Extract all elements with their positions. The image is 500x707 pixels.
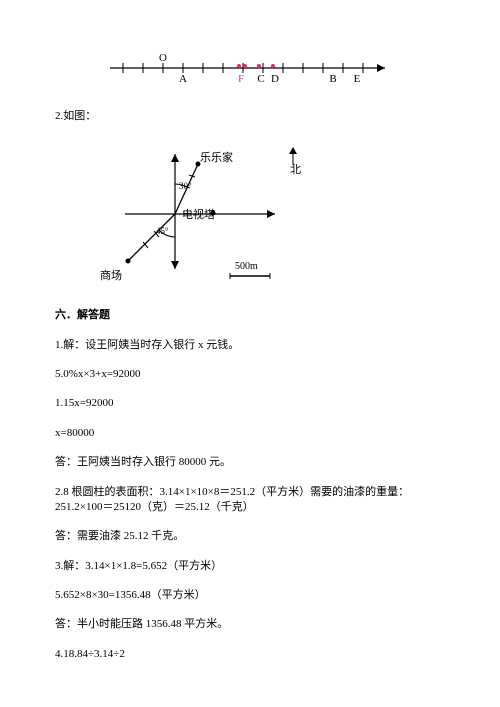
- answer-line: 答：王阿姨当时存入银行 80000 元。: [55, 455, 445, 470]
- diagram2-svg: 北 30° 45° 乐乐家电视塔商场 500m: [80, 139, 320, 289]
- answer-line: 4.18.84÷3.14÷2: [55, 647, 445, 662]
- answer-line: 2.8 根圆柱的表面积：3.14×1×10×8＝251.2（平方米）需要的油漆的…: [55, 485, 445, 516]
- answer-line: 1.15x=92000: [55, 396, 445, 411]
- answer-line: x=80000: [55, 426, 445, 441]
- answer-line: 5.652×8×30=1356.48（平方米）: [55, 588, 445, 603]
- svg-text:500m: 500m: [235, 261, 258, 272]
- answer-line: 答：半小时能压路 1356.48 平方米。: [55, 617, 445, 632]
- svg-text:乐乐家: 乐乐家: [200, 150, 233, 164]
- answer-line: 1.解：设王阿姨当时存入银行 x 元钱。: [55, 338, 445, 353]
- svg-text:A: A: [179, 73, 187, 85]
- svg-text:E: E: [354, 73, 361, 85]
- svg-text:电视塔: 电视塔: [182, 207, 215, 221]
- answer-lines: 1.解：设王阿姨当时存入银行 x 元钱。 5.0%x×3+x=92000 1.15x…: [55, 338, 445, 663]
- svg-text:C: C: [257, 73, 264, 85]
- svg-text:商场: 商场: [100, 268, 122, 282]
- answer-line: 3.解：3.14×1×1.8=5.652（平方米）: [55, 559, 445, 574]
- svg-text:30°: 30°: [179, 181, 192, 191]
- svg-text:D: D: [271, 73, 279, 85]
- svg-text:北: 北: [290, 163, 301, 176]
- answer-line: 答：需要油漆 25.12 千克。: [55, 529, 445, 544]
- svg-text:F: F: [238, 73, 244, 85]
- svg-text:B: B: [329, 73, 336, 85]
- diagram2-figure: 北 30° 45° 乐乐家电视塔商场 500m: [80, 139, 445, 294]
- svg-text:45°: 45°: [156, 226, 169, 236]
- number-line-svg: OA F CD B E: [55, 50, 445, 90]
- svg-text:O: O: [159, 52, 167, 64]
- section-6-heading: 六．解答题: [55, 308, 445, 323]
- number-line-figure: OA F CD B E: [55, 50, 445, 95]
- q2-label: 2.如图：: [55, 109, 445, 124]
- answer-line: 5.0%x×3+x=92000: [55, 367, 445, 382]
